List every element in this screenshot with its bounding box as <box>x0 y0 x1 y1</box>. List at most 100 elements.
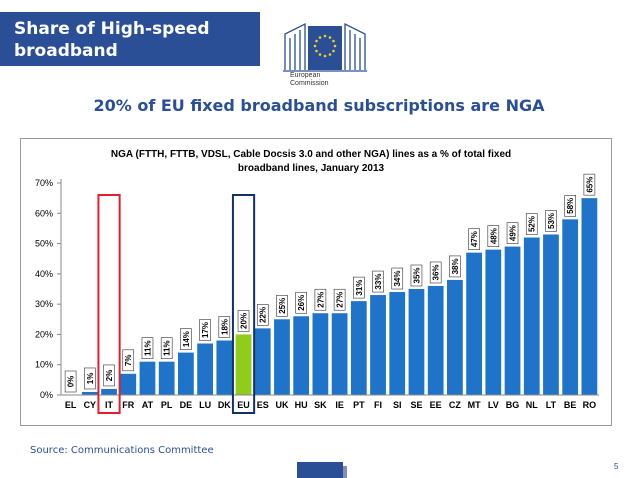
x-axis: EL CY IT FR AT PL DE LU DK EU ES UK HU SK IE PT FI SI SE EE… <box>61 394 599 410</box>
bar-ro <box>581 198 598 395</box>
logo-eu-flag <box>308 26 342 70</box>
bar-uk <box>274 319 290 395</box>
data-label-box <box>545 210 557 232</box>
data-label-uk: 25% <box>278 298 287 314</box>
x-tick-label-lu: LU <box>199 400 211 410</box>
highlight-boxes <box>97 194 256 414</box>
chart-frame: NGA (FTTH, FTTB, VDSL, Cable Docsis 3.0 … <box>20 138 612 426</box>
bar-pl <box>158 361 175 395</box>
x-tick-label-bg: BG <box>506 400 520 410</box>
chart-title-line1: NGA (FTTH, FTTB, VDSL, Cable Docsis 3.0 … <box>111 149 511 160</box>
chart-title-line2: broadband lines, January 2013 <box>238 163 385 174</box>
x-tick-label-es: ES <box>257 400 269 410</box>
data-label-nl: 52% <box>528 216 537 232</box>
data-label-ee: 36% <box>432 264 441 280</box>
x-tick-label-lv: LV <box>488 400 499 410</box>
slide-title-box: Share of High-speed broadband <box>0 12 260 66</box>
x-tick-label-pt: PT <box>353 400 365 410</box>
x-tick-label-at: AT <box>142 400 154 410</box>
bar-ie <box>331 313 348 395</box>
slide-title: Share of High-speed broadband <box>14 19 210 61</box>
nga-bar-chart: NGA (FTTH, FTTB, VDSL, Cable Docsis 3.0 … <box>35 149 599 414</box>
data-label-cz: 38% <box>451 258 460 274</box>
bar-cy <box>81 391 98 395</box>
data-label-box <box>564 195 576 217</box>
data-label-box <box>429 261 442 284</box>
data-label-es: 22% <box>259 307 268 323</box>
data-label-fi: 33% <box>374 274 383 290</box>
data-label-ro: 65% <box>585 177 594 193</box>
y-tick-label: 40% <box>35 269 53 279</box>
data-label-lv: 48% <box>489 228 498 244</box>
x-tick-label-it: IT <box>105 400 114 410</box>
bar-hu <box>293 316 310 395</box>
x-tick-label-dk: DK <box>218 400 231 410</box>
x-tick-label-fr: FR <box>122 400 134 410</box>
data-label-el: 0% <box>67 376 76 388</box>
x-tick-label-el: EL <box>65 400 77 410</box>
bar-ee <box>427 285 444 395</box>
data-label-de: 14% <box>182 331 191 347</box>
highlight-box-it <box>97 194 121 414</box>
data-label-box <box>64 370 77 393</box>
data-label-box <box>256 304 269 326</box>
x-tick-label-eu: EU <box>237 400 250 410</box>
data-label-eu: 20% <box>240 313 249 329</box>
data-label-box <box>141 337 154 359</box>
x-tick-label-nl: NL <box>526 400 538 410</box>
data-label-lt: 53% <box>547 213 556 229</box>
x-tick-label-be: BE <box>564 400 577 410</box>
data-label-box <box>468 228 480 250</box>
x-tick-label-cy: CY <box>84 400 97 410</box>
data-label-si: 34% <box>393 271 402 287</box>
data-label-mt: 47% <box>470 231 479 247</box>
y-tick-label: 50% <box>35 239 53 249</box>
data-label-fr: 7% <box>124 355 133 367</box>
footer-eu-flag <box>297 462 343 478</box>
source-note: Source: Communications Committee <box>30 445 214 456</box>
y-tick-label: 0% <box>40 390 53 400</box>
bar-be <box>562 219 579 395</box>
bar-it <box>101 388 117 395</box>
x-tick-label-ro: RO <box>583 400 597 410</box>
data-label-cy: 1% <box>86 373 95 385</box>
logo-stars-icon <box>313 34 337 58</box>
data-label-box <box>372 270 384 293</box>
x-tick-label-si: SI <box>393 400 402 410</box>
y-tick-label: 70% <box>35 178 53 188</box>
data-label-lu: 17% <box>201 322 210 338</box>
data-label-box <box>506 222 519 244</box>
data-label-dk: 18% <box>220 319 229 335</box>
data-label-pl: 11% <box>163 340 172 356</box>
data-label-box <box>218 316 231 338</box>
data-label-box <box>449 255 461 278</box>
data-label-box <box>295 291 307 314</box>
bar-fr <box>120 373 137 395</box>
page-number: 5 <box>614 462 619 471</box>
data-label-box <box>391 267 404 290</box>
data-label-box <box>103 364 115 387</box>
logo-building-icon <box>284 22 366 70</box>
bars: 0% 1% 2% 7% 11% 11% 14% 17% 18% 20% 22% 25% 26% 27% 27… <box>64 173 598 395</box>
x-tick-label-ee: EE <box>430 400 442 410</box>
data-label-box <box>525 213 538 235</box>
data-label-pt: 31% <box>355 280 364 296</box>
x-tick-label-se: SE <box>410 400 422 410</box>
data-label-ie: 27% <box>336 292 345 308</box>
x-tick-label-uk: UK <box>275 400 288 410</box>
bar-si <box>389 292 406 395</box>
logo-caption: European Commission <box>290 72 329 88</box>
data-label-box <box>84 367 96 390</box>
bar-mt <box>466 252 482 395</box>
y-axis: 0% 10% 20% 30% 40% 50% 60% 70% <box>35 178 62 400</box>
data-label-box <box>410 264 423 287</box>
data-label-it: 2% <box>105 370 114 382</box>
european-commission-logo <box>283 22 367 72</box>
data-label-box <box>160 337 173 359</box>
bar-lu <box>197 343 213 395</box>
data-label-hu: 26% <box>297 295 306 311</box>
x-tick-label-cz: CZ <box>449 400 461 410</box>
bar-fi <box>370 295 386 395</box>
bar-eu <box>235 334 252 395</box>
footer-flag-shadow <box>343 466 347 478</box>
